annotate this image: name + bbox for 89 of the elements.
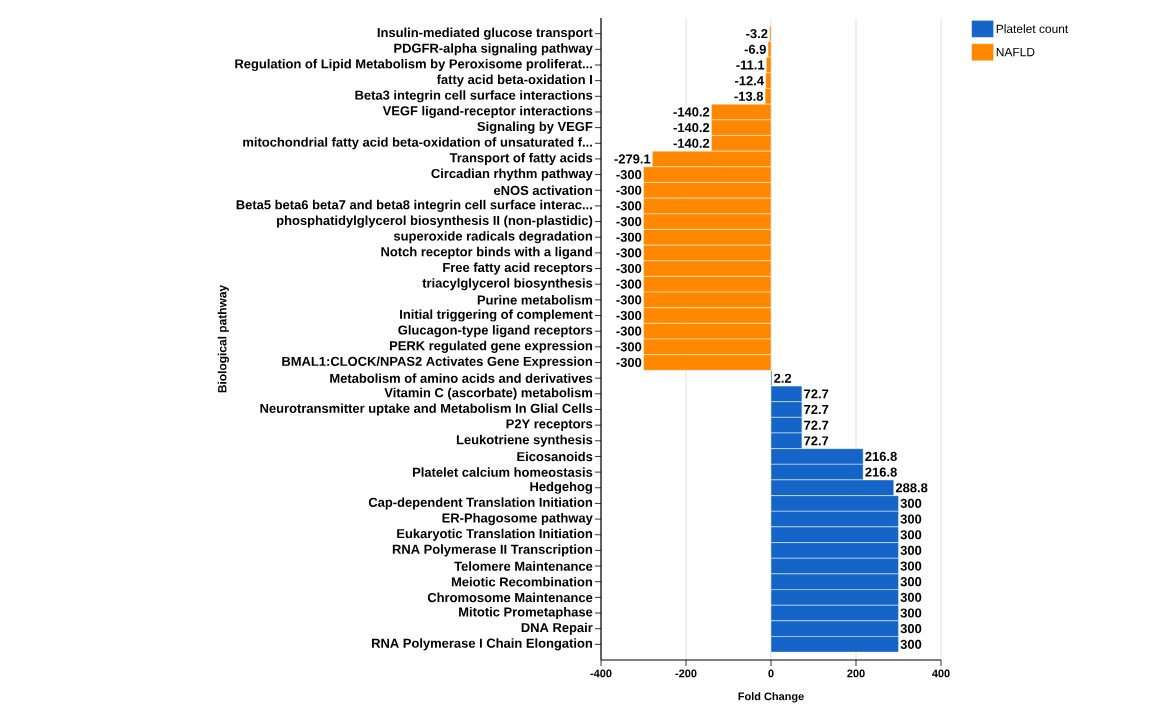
y-tick-label: Beta5 beta6 beta7 and beta8 integrin cell surface interac... [236,199,592,212]
y-tick-label: BMAL1:CLOCK/NPAS2 Activates Gene Expression [282,356,592,369]
y-tick-label: Regulation of Lipid Metabolism by Peroxisome proliferat... [235,58,592,72]
data-label: 216.8 [865,451,897,462]
data-label: 72.7 [804,404,829,414]
y-tick-label: Chromosome Maintenance [427,592,593,603]
y-tick-label: Glucagon-type ligand receptors [398,325,593,338]
data-label: -140.2 [673,123,710,133]
data-label: -13.8 [734,91,764,101]
data-label: -12.4 [735,76,764,86]
y-tick-label: Eukaryotic Translation Initiation [397,528,593,541]
data-label: -140.2 [673,107,710,117]
data-label: -300 [616,295,642,305]
data-label: 72.7 [804,420,829,430]
data-label: -140.2 [673,138,710,148]
data-label: -300 [616,279,642,289]
y-tick-label: Notch receptor binds with a ligand [381,246,592,259]
data-label: -300 [616,232,642,242]
data-label: 300 [900,577,922,587]
y-tick-label: Platelet calcium homeostasis [412,467,593,477]
data-label: -300 [616,357,642,368]
data-label: -300 [616,248,642,258]
y-tick-label: Circadian rhythm pathway [431,168,593,181]
y-tick-label: PERK regulated gene expression [389,340,592,353]
y-tick-label: Insulin-mediated glucose transport [377,27,593,40]
data-label: -300 [616,310,642,321]
data-label: -11.1 [736,60,765,70]
y-tick-label: Purine metabolism [477,295,592,305]
x-axis-title: Fold Change [738,692,804,703]
x-tick-label: -200 [675,669,697,678]
y-axis-title: Biological pathway [217,284,229,393]
data-label: 300 [900,608,922,618]
y-tick-label: Free fatty acid receptors [443,262,593,275]
y-tick-label: superoxide radicals degradation [393,231,592,244]
data-label: 300 [900,592,922,602]
y-tick-label: fatty acid beta-oxidation I [436,74,592,87]
data-label: 300 [900,498,922,509]
data-label: 300 [900,624,922,634]
legend-label: NAFLD [996,47,1035,57]
data-label: 2.2 [774,373,792,383]
y-tick-label: Transport of fatty acids [449,152,593,165]
x-tick-label: 200 [847,669,865,678]
data-label: 216.8 [865,467,897,477]
data-label: -300 [616,216,642,227]
data-label: -6.9 [744,44,766,54]
data-label: -300 [616,169,642,180]
data-label: 300 [900,639,922,649]
y-tick-label: Leukotriene synthesis [456,434,593,447]
data-label: 300 [900,561,922,571]
y-tick-label: Hedgehog [530,481,592,494]
y-tick-label: Metabolism of amino acids and derivatives [330,373,593,383]
x-tick-label: 0 [768,669,774,678]
y-tick-label: RNA Polymerase I Chain Elongation [372,638,592,651]
data-label: 300 [900,545,922,555]
y-tick-label: Neurotransmitter uptake and Metabolism In Glial Cells [260,403,593,416]
data-label: -300 [616,201,642,211]
y-tick-label: P2Y receptors [506,419,593,431]
y-tick-label: Telomere Maintenance [454,561,593,571]
y-tick-label: phosphatidylglycerol biosynthesis II (non-plastidic) [277,215,593,228]
legend-label: Platelet count [996,24,1069,34]
data-label: -300 [616,342,642,352]
data-label: -279.1 [614,154,651,164]
x-tick-label: 400 [932,669,950,678]
data-label: -300 [616,326,642,336]
data-label: 72.7 [804,436,829,446]
data-label: -300 [616,263,642,274]
y-tick-label: Vitamin C (ascorbate) metabolism [384,387,592,400]
y-tick-label: PDGFR-alpha signaling pathway [394,43,593,56]
data-label: 300 [900,530,922,540]
y-tick-label: Beta3 integrin cell surface interactions [355,90,593,103]
y-tick-label: Cap-dependent Translation Initiation [368,497,593,510]
x-tick-label: -400 [590,669,612,678]
y-tick-label: Initial triggering of complement [400,309,593,322]
y-tick-label: Eicosanoids [517,451,593,462]
y-tick-label: RNA Polymerase II Transcription [392,544,592,557]
y-tick-label: Meiotic Recombination [451,576,592,587]
y-tick-label: VEGF ligand-receptor interactions [382,105,593,119]
y-tick-label: eNOS activation [493,185,592,195]
y-tick-label: triacylglycerol biosynthesis [422,278,593,291]
data-label: -3.2 [746,29,768,39]
y-tick-label: DNA Repair [521,622,593,635]
y-tick-label: ER-Phagosome pathway [442,513,593,526]
data-label: 72.7 [804,389,829,399]
data-label: 288.8 [895,483,928,493]
y-tick-label: Mitotic Prometaphase [459,606,593,620]
data-label: 300 [900,514,922,524]
y-tick-label: mitochondrial fatty acid beta-oxidation of unsaturated f... [243,137,592,150]
data-label: -300 [616,185,642,195]
y-tick-label: Signaling by VEGF [477,121,593,134]
